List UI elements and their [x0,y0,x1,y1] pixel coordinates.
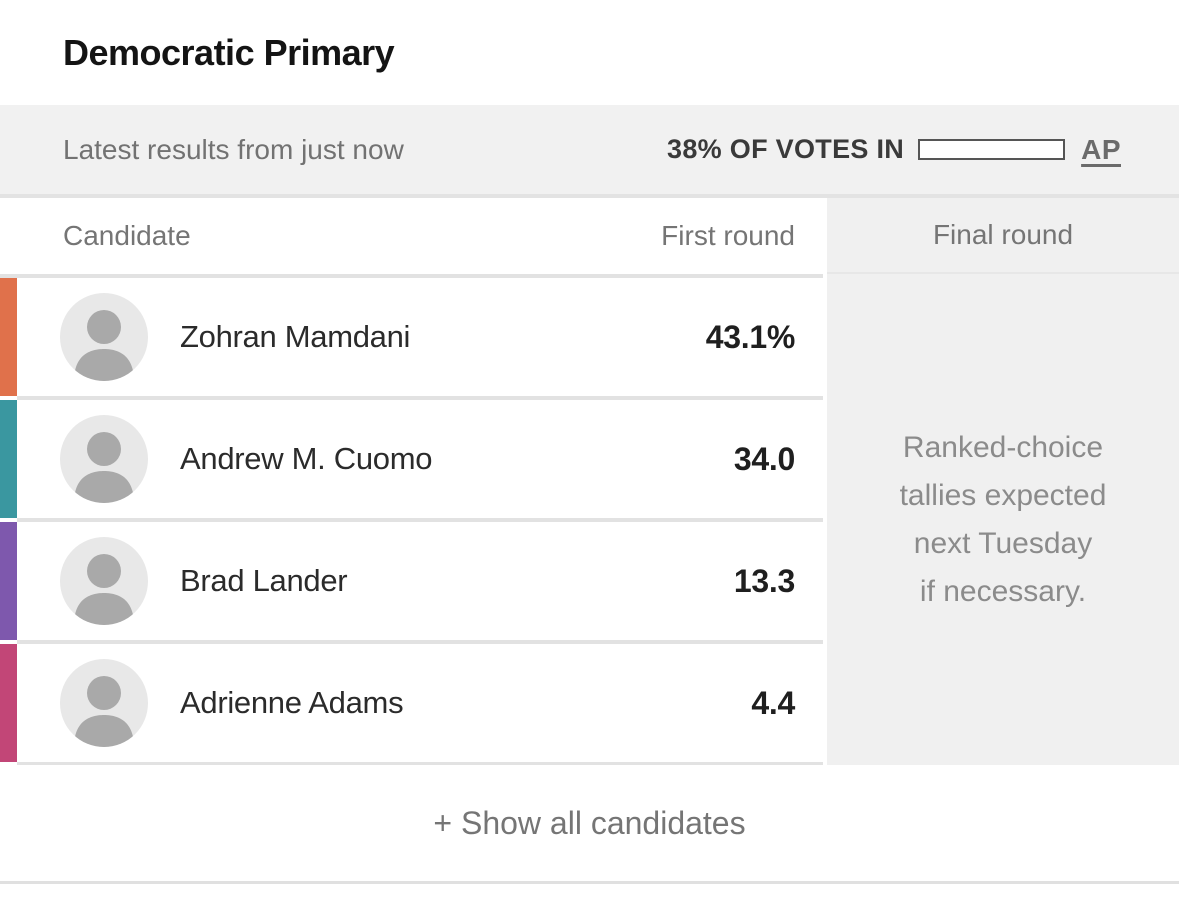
row-divider [17,640,823,644]
candidate-color-bar [0,522,17,640]
table-bottom-divider [17,762,823,765]
candidate-photo [60,415,148,503]
title-section: Democratic Primary [0,0,1179,105]
candidate-name: Andrew M. Cuomo [180,441,433,476]
candidate-name: Adrienne Adams [180,685,404,720]
first-round-value: 13.3 [733,562,795,599]
note-line: tallies expected [899,478,1107,512]
table-header-row: Candidate First round [0,198,823,274]
final-round-column: Final round Ranked-choice tallies expect… [827,198,1179,765]
person-icon [74,432,134,503]
candidate-color-bar [0,400,17,518]
note-line: next Tuesday [913,526,1093,560]
latest-results-text: Latest results from just now [63,133,404,165]
note-line: if necessary. [919,574,1087,608]
table-row: Andrew M. Cuomo 34.0 [0,400,823,518]
candidate-photo [60,537,148,625]
candidate-photo [60,293,148,381]
first-round-value: 34.0 [733,440,795,477]
table-row: Zohran Mamdani 43.1% [0,278,823,396]
candidate-rows: Zohran Mamdani 43.1% Andrew M. Cuomo 34.… [0,278,823,765]
votes-in-label: 38% OF VOTES IN [667,134,905,164]
show-all-candidates-button[interactable]: + Show all candidates [433,804,746,841]
table-row: Brad Lander 13.3 [0,522,823,640]
votes-progress-bar [918,139,1066,160]
row-divider [17,396,823,400]
ap-source-link[interactable]: AP [1081,133,1121,165]
person-icon [74,676,134,747]
person-icon [74,554,134,625]
final-round-header-label: Final round [932,219,1074,250]
candidate-column-header: Candidate [63,220,191,251]
results-table: Candidate First round Zohran Mamdani 43.… [0,198,1179,765]
candidate-photo [60,659,148,747]
table-row: Adrienne Adams 4.4 [0,644,823,762]
candidate-color-bar [0,278,17,396]
footer: + Show all candidates [0,765,1179,884]
row-divider [17,518,823,522]
candidates-column: Candidate First round Zohran Mamdani 43.… [0,198,823,765]
final-round-note-area: Ranked-choice tallies expected next Tues… [827,274,1179,765]
candidate-color-bar [0,644,17,762]
votes-in-group: 38% OF VOTES IN AP [667,134,1121,166]
first-round-column-header: First round [661,220,795,251]
status-bar: Latest results from just now 38% OF VOTE… [0,105,1179,198]
note-line: Ranked-choice [902,430,1104,464]
final-round-column-header: Final round [827,198,1179,274]
candidate-name: Zohran Mamdani [180,319,411,354]
page-title: Democratic Primary [63,31,395,73]
header-divider [0,274,823,278]
person-icon [74,310,134,381]
first-round-value: 43.1% [705,318,796,355]
first-round-value: 4.4 [751,684,795,721]
ranked-choice-note: Ranked-choice tallies expected next Tues… [900,424,1107,616]
candidate-name: Brad Lander [180,563,348,598]
